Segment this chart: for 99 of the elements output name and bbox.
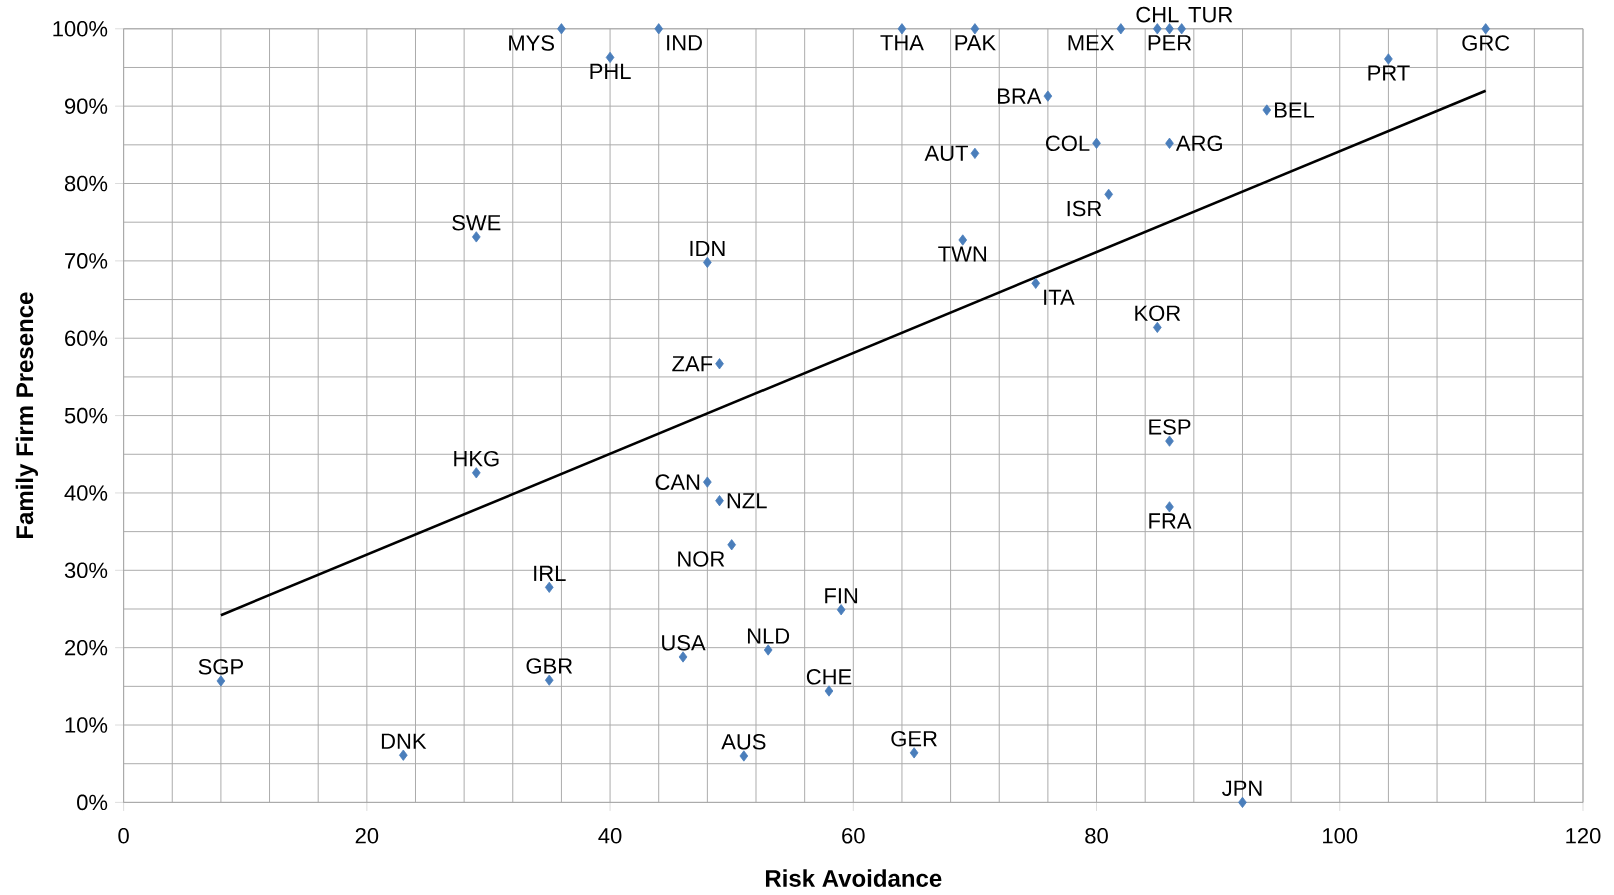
- y-tick-label: 100%: [53, 21, 108, 37]
- y-tick-label: 90%: [65, 98, 108, 114]
- annotation: IRL: [534, 565, 566, 581]
- point: [544, 674, 554, 686]
- annotation: BEL: [1275, 102, 1315, 118]
- point: [1177, 23, 1186, 35]
- annotation: GER: [891, 730, 937, 747]
- annotation: GBR: [526, 658, 573, 674]
- point: [970, 147, 980, 159]
- x-tick-label: 60: [842, 828, 865, 844]
- annotation: NZL: [727, 493, 767, 509]
- annotation: AUT: [924, 145, 968, 162]
- point: [1262, 104, 1272, 116]
- annotation: IND: [667, 35, 702, 51]
- annotation: HKG: [454, 450, 499, 467]
- point: [1043, 90, 1053, 102]
- annotation: KOR: [1135, 305, 1181, 322]
- annotation: COL: [1046, 135, 1090, 152]
- annotation: ESP: [1149, 419, 1191, 435]
- point: [1165, 137, 1174, 149]
- point: [1104, 188, 1113, 200]
- point: [1092, 137, 1101, 149]
- x-tick-label: 20: [355, 828, 379, 844]
- point: [216, 675, 226, 687]
- point: [557, 23, 566, 35]
- x-axis-title: Risk Avoidance: [765, 869, 942, 887]
- point: [654, 23, 664, 35]
- annotation: NOR: [678, 551, 725, 567]
- annotation: CAN: [655, 474, 700, 490]
- point: [958, 234, 968, 246]
- annotation: CHE: [806, 669, 852, 685]
- y-tick-label: 0%: [77, 794, 108, 811]
- annotation: BRA: [998, 88, 1042, 104]
- point: [970, 23, 980, 35]
- point: [1165, 501, 1174, 513]
- annotation: FIN: [825, 588, 858, 604]
- point: [1165, 23, 1174, 35]
- x-tick-label: 80: [1085, 828, 1108, 844]
- annotation: PRT: [1368, 65, 1410, 81]
- point: [1238, 796, 1247, 808]
- annotation: ISR: [1067, 200, 1102, 217]
- y-axis-title: Family Firm Presence: [15, 292, 39, 539]
- annotation: PER: [1148, 35, 1192, 51]
- point: [1031, 277, 1041, 289]
- annotation: AUS: [721, 734, 766, 750]
- point: [544, 581, 554, 593]
- y-tick-label: 10%: [65, 717, 108, 733]
- point: [703, 476, 712, 488]
- point: [1153, 321, 1162, 333]
- annotation: JPN: [1222, 780, 1262, 796]
- point: [727, 539, 736, 551]
- y-tick-label: 60%: [65, 330, 108, 347]
- y-tick-label: 20%: [65, 639, 108, 656]
- x-tick-label: 100: [1323, 828, 1358, 844]
- annotation: SGP: [198, 658, 243, 675]
- annotation: GRC: [1462, 35, 1510, 51]
- point: [715, 495, 724, 507]
- y-tick-label: 80%: [64, 175, 108, 192]
- point: [605, 51, 615, 64]
- annotation: SWE: [452, 214, 501, 231]
- y-tick-label: 70%: [65, 253, 108, 269]
- annotation: ZAF: [672, 356, 713, 372]
- x-tick-label: 0: [118, 828, 129, 844]
- annotation: PAK: [955, 35, 996, 51]
- point: [739, 750, 749, 762]
- annotation: DNK: [381, 733, 427, 749]
- annotation: NLD: [747, 628, 790, 644]
- annotation: THA: [880, 35, 924, 51]
- annotation: CHL: [1136, 6, 1179, 23]
- y-tick-label: 30%: [64, 562, 108, 579]
- annotation: ITA: [1044, 289, 1075, 305]
- point: [909, 747, 919, 759]
- point: [897, 23, 907, 35]
- point: [1116, 23, 1126, 35]
- point: [1481, 23, 1490, 35]
- annotation: MYS: [509, 35, 554, 51]
- point: [399, 749, 408, 761]
- annotation: IDN: [690, 240, 725, 257]
- point: [471, 231, 481, 243]
- point: [471, 467, 481, 479]
- annotation: FRA: [1149, 513, 1192, 529]
- point: [1165, 435, 1174, 447]
- annotation: TUR: [1188, 7, 1233, 23]
- point: [824, 685, 834, 697]
- x-tick-label: 40: [598, 828, 622, 844]
- y-tick-label: 50%: [64, 407, 108, 424]
- x-tick-label: 120: [1566, 828, 1601, 844]
- point: [1153, 23, 1162, 35]
- y-tick-label: 40%: [64, 485, 108, 501]
- point: [1384, 53, 1393, 65]
- point: [678, 651, 688, 663]
- point: [836, 604, 846, 616]
- annotation: TWN: [938, 246, 986, 262]
- annotation: ARG: [1175, 135, 1222, 152]
- point: [763, 644, 773, 656]
- annotation: MEX: [1068, 35, 1114, 51]
- annotation: PHL: [590, 63, 631, 79]
- annotation: USA: [662, 635, 706, 651]
- point: [715, 358, 724, 370]
